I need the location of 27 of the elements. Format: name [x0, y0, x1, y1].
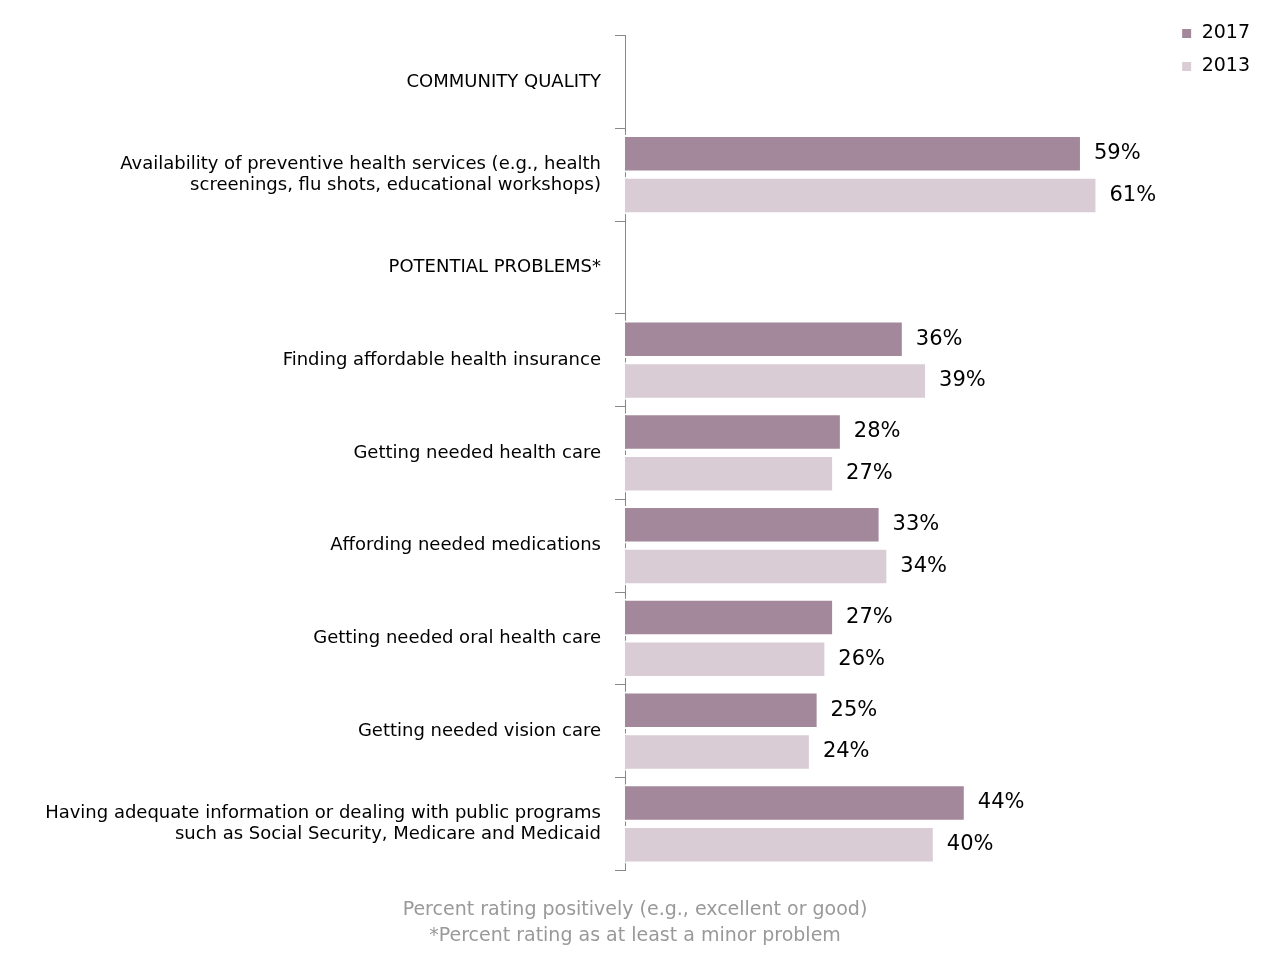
data-label: 39%	[939, 367, 986, 392]
data-label: 27%	[846, 460, 893, 485]
y-tick-label: Having adequate information or dealing with public programs such as Social Security, Medicare and Medicaid	[45, 800, 601, 844]
y-tick-label: Getting needed vision care	[357, 718, 601, 740]
y-tick-label: Affording needed medications	[330, 533, 601, 555]
data-label: 25%	[830, 696, 878, 721]
y-tick-label: COMMUNITY QUALITY	[406, 69, 602, 91]
data-label: 28%	[853, 418, 901, 443]
y-tick-label: Availability of preventive health services (e.g., health screenings, flu shots, educational workshops)	[120, 151, 601, 195]
data-label: 40%	[946, 831, 994, 856]
text: *Percent rating as at least a minor problem	[428, 922, 842, 947]
legend-label: 2017	[1201, 20, 1251, 43]
text: Percent rating positively (e.g., excellent or good)	[401, 896, 869, 921]
data-label: 44%	[977, 789, 1025, 814]
legend-label: 2013	[1201, 53, 1251, 76]
data-label: 27%	[846, 603, 893, 628]
y-tick-label: Finding affordable health insurance	[282, 347, 601, 369]
y-tick-label: Getting needed oral health care	[313, 626, 601, 648]
data-label: 36%	[915, 325, 963, 350]
y-tick-label: POTENTIAL PROBLEMS*	[388, 255, 601, 277]
data-label: 33%	[892, 511, 940, 536]
data-label: 61%	[1109, 182, 1157, 207]
data-label: 24%	[822, 738, 870, 763]
data-label: 26%	[838, 645, 886, 670]
data-label: 34%	[900, 552, 948, 577]
y-tick-label: Getting needed health care	[353, 440, 601, 462]
data-label: 59%	[1093, 140, 1141, 165]
